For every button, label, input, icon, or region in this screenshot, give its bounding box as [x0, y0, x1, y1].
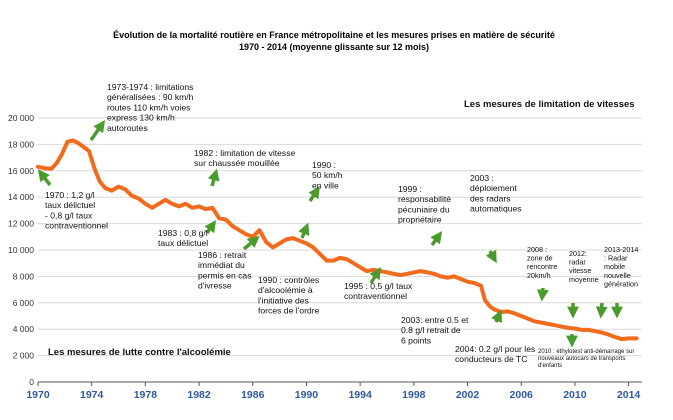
annotation-arrow — [430, 231, 443, 247]
series-layer — [36, 138, 639, 342]
annotation-arrow — [37, 169, 52, 187]
y-tick-label: 2 000 — [13, 351, 35, 361]
chart-title: Évolution de la mortalité routière en Fr… — [113, 30, 555, 40]
annotation: 1995 : 0,5 g/l taux contraventionnel — [344, 281, 413, 301]
annotation: 2013-2014: Radar mobile nouvelle génération — [604, 245, 638, 288]
x-tick-label: 1990 — [295, 389, 319, 401]
annotation: 2003: entre 0.5 et 0.8 g/l retrait de 6 po… — [401, 315, 469, 345]
annotation: 1986 : retrait immédiat du permis en cas d'… — [198, 250, 252, 291]
x-tick-label: 1986 — [241, 389, 265, 401]
annotation: 1973-1974 : limitations généralisées : 90… — [107, 82, 194, 133]
annotation: 2008 : zone de rencontre 20km/h — [527, 245, 557, 280]
arrow-layer — [37, 120, 623, 348]
x-tick-label: 1994 — [348, 389, 372, 401]
annotation-arrow — [536, 287, 549, 302]
x-tick-label: 1982 — [187, 389, 211, 401]
annotation: 1990 :50 km/h en ville — [312, 160, 343, 190]
annotation-arrow — [204, 220, 217, 235]
annotation: 1999 : responsabilité pécuniaire du proprié… — [398, 184, 451, 225]
annotation: 2010 : éthylotest anti-démarrage sur nouv… — [538, 349, 634, 369]
annotation-arrow — [485, 249, 497, 264]
annotation: 2004: 0.2 g/l pour les conducteurs de TC — [455, 344, 535, 364]
chart-subtitle: 1970 - 2014 (moyenne glissante sur 12 mo… — [239, 42, 429, 52]
annotation-layer: 1970 : 1,2 g/l taux délictuel - 0,8 g/l ta… — [45, 82, 638, 369]
annotation-arrow — [89, 120, 106, 142]
annotation: 2012: radar vitesse moyenne — [569, 249, 599, 284]
y-tick-label: 6 000 — [13, 298, 35, 308]
annotation-arrow — [595, 302, 608, 319]
y-tick-label: 20 000 — [8, 113, 34, 123]
y-tick-label: 16 000 — [8, 166, 34, 176]
section-label-speed: Les mesures de limitation de vitesses — [464, 99, 635, 110]
x-tick-label: 1978 — [134, 389, 158, 401]
y-tick-label: 4 000 — [13, 324, 35, 334]
series-line — [36, 138, 639, 342]
y-tick-label: 8 000 — [13, 271, 35, 281]
y-tick-label: 12 000 — [8, 219, 34, 229]
x-tick-label: 2002 — [456, 389, 480, 401]
annotation: 2003 : déploiement des radars automatiques — [470, 173, 522, 214]
x-tick-label: 2014 — [617, 389, 641, 401]
x-axis-ticks: 1970 1974 1978 1982 1986 1990 1994 1998 2002 2006… — [26, 381, 642, 401]
y-axis-ticks: 0 2 000 4 000 6 000 8 000 10 000 12 000 14 000 1… — [8, 113, 34, 387]
annotation-arrow — [242, 235, 260, 251]
annotation: 1982 : limitation de vitesse sur chaussée… — [194, 148, 295, 168]
x-tick-label: 1970 — [26, 389, 50, 401]
annotation: 1983 : 0,8 g/l taux délictuel — [158, 228, 208, 248]
y-tick-label: 10 000 — [8, 245, 34, 255]
x-tick-label: 2006 — [510, 389, 534, 401]
annotation-arrow — [298, 222, 310, 239]
annotation-arrow — [207, 168, 220, 187]
section-label-alcohol: Les mesures de lutte contre l'alcoolémie — [48, 347, 231, 358]
x-tick-label: 2010 — [563, 389, 587, 401]
grid — [38, 117, 642, 383]
annotation-arrow — [308, 186, 320, 202]
annotation-arrow — [491, 309, 503, 324]
annotation: 1990 : contrôles d'alcoolémie à l'initiati… — [258, 275, 320, 316]
annotation-arrow — [369, 266, 381, 284]
x-tick-label: 1974 — [80, 389, 104, 401]
y-tick-label: 0 — [29, 377, 34, 387]
y-tick-label: 18 000 — [8, 139, 34, 149]
annotation: 1970 : 1,2 g/l taux délictuel - 0,8 g/l ta… — [45, 190, 108, 231]
y-tick-label: 14 000 — [8, 192, 34, 202]
x-tick-label: 1998 — [402, 389, 426, 401]
